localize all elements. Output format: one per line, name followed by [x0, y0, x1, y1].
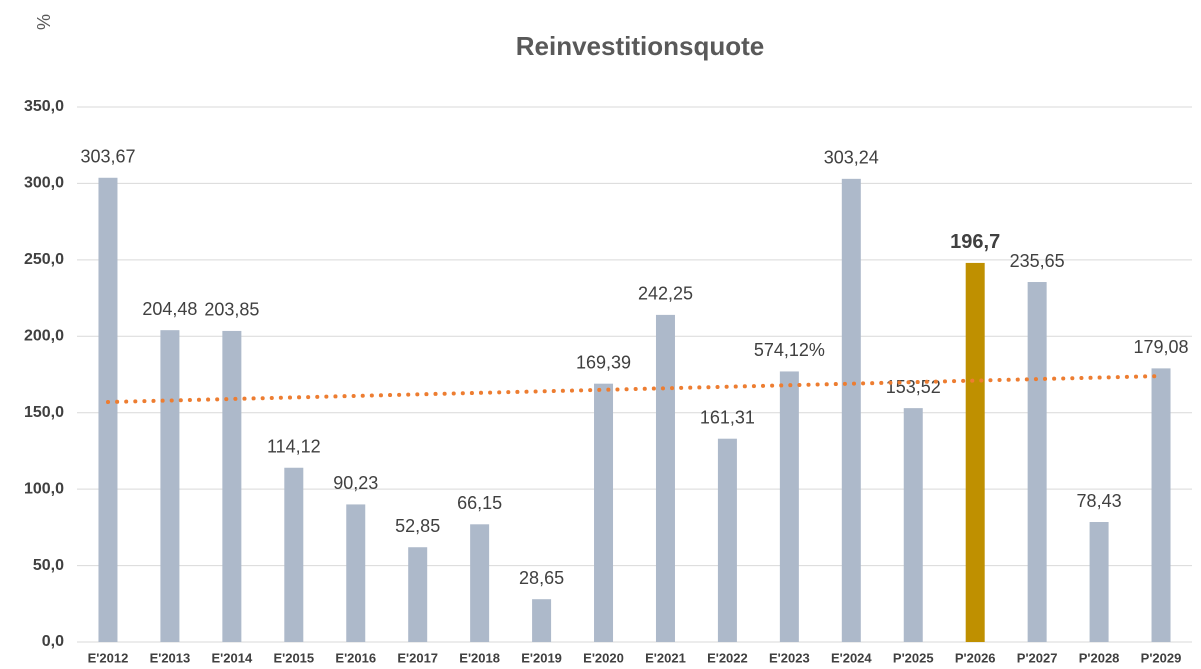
x-tick-label: E'2020 — [583, 650, 624, 665]
data-label: 242,25 — [638, 284, 693, 304]
bar — [470, 524, 490, 642]
bar — [655, 314, 675, 642]
data-label: 203,85 — [204, 300, 259, 320]
x-tick-label: E'2013 — [150, 650, 191, 665]
data-label: 574,12% — [754, 340, 825, 360]
x-tick-label: P'2025 — [893, 650, 934, 665]
x-tick-label: E'2023 — [769, 650, 810, 665]
bar — [98, 177, 118, 642]
trend-line — [105, 374, 1164, 405]
y-tick-label: 250,0 — [24, 251, 64, 268]
y-tick-label: 350,0 — [24, 98, 64, 115]
x-tick-label: E'2022 — [707, 650, 748, 665]
bar — [346, 504, 366, 642]
x-tick-label: E'2024 — [831, 650, 872, 665]
x-tick-label: E'2016 — [335, 650, 376, 665]
x-tick-label: E'2018 — [459, 650, 500, 665]
x-tick-label: P'2026 — [955, 650, 996, 665]
x-tick-label: E'2014 — [212, 650, 253, 665]
x-tick-label: E'2019 — [521, 650, 562, 665]
data-label: 204,48 — [142, 299, 197, 319]
data-label: 153,52 — [886, 377, 941, 397]
chart-title: Reinvestitionsquote — [516, 31, 764, 61]
data-label: 114,12 — [267, 436, 321, 456]
data-label: 303,67 — [80, 147, 135, 167]
bar — [284, 467, 304, 642]
data-label: 179,08 — [1133, 337, 1188, 357]
data-label: 52,85 — [395, 516, 440, 536]
y-tick-label: 0,0 — [42, 633, 64, 650]
y-tick-label: 150,0 — [24, 404, 64, 421]
x-tick-label: E'2012 — [88, 650, 129, 665]
x-tick-label: E'2017 — [397, 650, 438, 665]
y-tick-label: 100,0 — [24, 480, 64, 497]
data-label: 169,39 — [576, 352, 631, 372]
y-tick-label: 200,0 — [24, 328, 64, 345]
bar — [903, 408, 923, 642]
bar — [965, 262, 985, 642]
y-unit: % — [34, 14, 54, 30]
x-tick-label: P'2028 — [1079, 650, 1120, 665]
data-label: 90,23 — [333, 473, 378, 493]
bar — [222, 330, 242, 642]
x-tick-label: E'2015 — [273, 650, 314, 665]
x-tick-label: P'2027 — [1017, 650, 1058, 665]
data-label: 161,31 — [700, 407, 755, 427]
bar — [408, 547, 428, 642]
data-label: 28,65 — [519, 568, 564, 588]
x-tick-label: P'2029 — [1141, 650, 1182, 665]
bar — [717, 438, 737, 642]
bar — [779, 371, 799, 642]
bar — [594, 383, 614, 642]
y-tick-label: 50,0 — [33, 557, 64, 574]
data-label: 196,7 — [950, 231, 1000, 253]
bar — [160, 330, 180, 642]
x-tick-label: E'2021 — [645, 650, 686, 665]
data-label: 66,15 — [457, 493, 502, 513]
y-tick-label: 300,0 — [24, 175, 64, 192]
bar — [1151, 368, 1171, 642]
bar — [841, 178, 861, 643]
bar — [532, 599, 552, 642]
bar — [1089, 522, 1109, 642]
data-label: 78,43 — [1077, 491, 1122, 511]
data-label: 303,24 — [824, 148, 879, 168]
data-label: 235,65 — [1010, 251, 1065, 271]
bar — [1027, 282, 1047, 642]
